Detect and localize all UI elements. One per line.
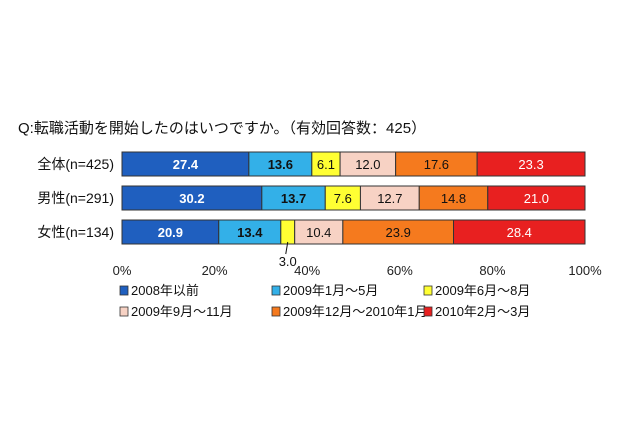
legend-label: 2008年以前: [131, 283, 199, 298]
legend-swatch: [423, 285, 433, 296]
x-axis: 0% 20% 40% 60% 80% 100%: [113, 263, 602, 278]
category-label: 全体(n=425): [37, 156, 114, 172]
value-label: 12.7: [377, 191, 402, 206]
legend-swatch: [423, 306, 433, 317]
value-label: 30.2: [179, 191, 204, 206]
value-label: 14.8: [441, 191, 466, 206]
bar-segment: [359, 185, 420, 211]
bar-segment: [121, 219, 220, 245]
category-label: 男性(n=291): [37, 190, 114, 206]
value-labels: 27.4 13.6 6.1 12.0 17.6 23.3 30.2 13.7 7.6 12.7 14…: [158, 157, 549, 269]
bars: [121, 151, 586, 245]
value-label: 17.6: [424, 157, 449, 172]
x-tick-label: 100%: [568, 263, 602, 278]
value-label: 23.9: [386, 225, 411, 240]
legend-swatch: [271, 285, 281, 296]
bar-segment: [294, 219, 344, 245]
value-label: 13.7: [281, 191, 306, 206]
bar-segment: [248, 151, 313, 177]
legend-swatch: [271, 306, 281, 317]
bar-segment: [453, 219, 586, 245]
value-label: 13.6: [268, 157, 293, 172]
value-label: 12.0: [355, 157, 380, 172]
value-label: 23.3: [518, 157, 543, 172]
x-tick-label: 0%: [113, 263, 132, 278]
legend-label: 2009年1月～5月: [283, 283, 378, 298]
bar-segment: [261, 185, 326, 211]
bar-segment: [311, 151, 341, 177]
bar-segment: [218, 219, 282, 245]
legend-swatch: [119, 306, 129, 317]
legend: 2008年以前 2009年1月～5月 2009年6月～8月 2009年9月～11月 20…: [119, 283, 530, 319]
bar-segment: [121, 151, 250, 177]
value-label: 6.1: [317, 157, 335, 172]
x-tick-label: 60%: [387, 263, 413, 278]
bar-segment: [121, 185, 263, 211]
legend-label: 2009年9月～11月: [131, 304, 233, 319]
bar-segment: [342, 219, 455, 245]
value-label: 27.4: [173, 157, 199, 172]
category-label: 女性(n=134): [37, 224, 114, 240]
bar-segment: [476, 151, 586, 177]
value-label: 3.0: [279, 254, 297, 269]
bar-segment: [324, 185, 361, 211]
value-label: 21.0: [524, 191, 549, 206]
legend-label: 2010年2月～3月: [435, 304, 530, 319]
label-leader-line: [285, 241, 289, 255]
value-label: 10.4: [306, 225, 331, 240]
legend-label: 2009年6月～8月: [435, 283, 530, 298]
chart-title: Q:転職活動を開始したのはいつですか。（有効回答数：425）: [18, 120, 426, 137]
bar-segment: [280, 219, 296, 245]
value-label: 13.4: [237, 225, 263, 240]
x-tick-label: 80%: [479, 263, 505, 278]
bar-segment: [487, 185, 586, 211]
value-label: 28.4: [507, 225, 532, 240]
legend-swatch: [119, 285, 129, 296]
bar-segment: [395, 151, 478, 177]
value-label: 20.9: [158, 225, 183, 240]
legend-label: 2009年12月～2010年1月: [283, 304, 428, 319]
category-labels: 全体(n=425) 男性(n=291) 女性(n=134): [37, 156, 114, 240]
x-tick-label: 40%: [294, 263, 320, 278]
value-label: 7.6: [334, 191, 352, 206]
x-tick-label: 20%: [202, 263, 228, 278]
